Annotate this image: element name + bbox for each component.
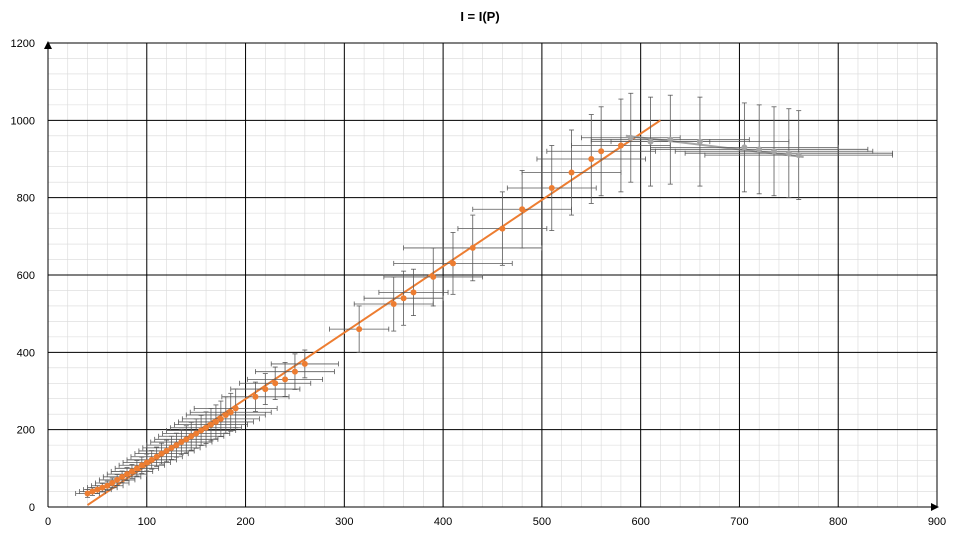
x-axis-arrow — [931, 503, 939, 511]
data-point-series-1 — [84, 490, 91, 497]
data-point-series-1 — [272, 380, 279, 387]
data-point-series-1 — [89, 488, 96, 495]
y-tick-label: 800 — [17, 193, 35, 205]
data-point-series-1 — [291, 368, 298, 375]
data-point-series-1 — [499, 225, 506, 232]
data-point-series-1 — [148, 456, 155, 463]
trendlines — [86, 119, 804, 506]
y-axis-arrow — [44, 41, 52, 49]
x-tick-label: 200 — [236, 516, 254, 528]
data-point-series-1 — [188, 433, 195, 440]
x-tick-label: 800 — [829, 516, 847, 528]
data-point-series-1 — [198, 427, 205, 434]
data-point-series-1 — [193, 430, 200, 437]
data-point-series-1 — [94, 486, 101, 493]
data-point-series-1 — [617, 142, 624, 149]
data-point-series-1 — [390, 301, 397, 307]
y-tick-label: 0 — [29, 502, 35, 514]
data-point-series-2 — [627, 134, 634, 141]
data-point-series-1 — [183, 436, 190, 443]
data-point-series-1 — [109, 480, 116, 487]
tick-labels: 0 100 200 300 400 500 600 700 800 900 0 200 400 600 80… — [11, 38, 947, 528]
data-point-series-1 — [173, 442, 180, 449]
y-tick-label: 1200 — [11, 38, 35, 50]
data-point-series-1 — [207, 421, 214, 428]
x-tick-label: 100 — [138, 516, 156, 528]
x-tick-label: 900 — [928, 516, 946, 528]
data-point-series-2 — [741, 144, 748, 151]
data-point-series-1 — [449, 260, 456, 267]
y-tick-label: 600 — [17, 270, 35, 282]
x-tick-label: 500 — [533, 516, 551, 528]
data-point-series-1 — [203, 424, 210, 431]
data-point-series-1 — [217, 415, 224, 422]
data-point-series-2 — [756, 146, 763, 153]
data-point-series-1 — [99, 484, 106, 491]
data-point-series-1 — [568, 169, 575, 176]
data-point-series-2 — [647, 138, 654, 145]
data-point-series-2 — [785, 150, 792, 157]
data-point-series-1 — [262, 386, 269, 393]
data-point-series-1 — [598, 148, 605, 155]
data-point-series-1 — [153, 453, 160, 460]
data-point-series-1 — [124, 471, 131, 478]
y-tick-label: 1000 — [11, 115, 35, 127]
x-tick-label: 400 — [434, 516, 452, 528]
data-points — [84, 134, 802, 497]
x-tick-label: 300 — [335, 516, 353, 528]
data-point-series-2 — [771, 148, 778, 155]
data-point-series-1 — [356, 326, 363, 333]
data-point-series-1 — [410, 289, 417, 296]
data-point-series-1 — [252, 393, 259, 400]
data-point-series-1 — [430, 273, 437, 280]
data-point-series-1 — [168, 444, 175, 451]
data-point-series-1 — [212, 418, 219, 425]
y-tick-label: 200 — [17, 425, 35, 437]
x-tick-label: 600 — [631, 516, 649, 528]
data-point-series-1 — [133, 465, 140, 472]
data-point-series-2 — [667, 136, 674, 143]
data-point-series-1 — [519, 206, 526, 213]
x-tick-label: 0 — [45, 516, 51, 528]
y-tick-label: 400 — [17, 347, 35, 359]
data-point-series-1 — [128, 468, 135, 475]
data-point-series-1 — [469, 244, 476, 251]
data-point-series-1 — [138, 462, 145, 469]
x-tick-label: 700 — [730, 516, 748, 528]
axes — [44, 41, 939, 511]
data-point-series-1 — [163, 447, 170, 454]
data-point-series-2 — [696, 138, 703, 145]
data-point-series-1 — [119, 473, 126, 480]
data-point-series-1 — [232, 405, 239, 412]
data-point-series-1 — [548, 185, 555, 191]
data-point-series-1 — [104, 482, 111, 489]
chart-title: I = I(P) — [460, 9, 500, 24]
data-point-series-1 — [282, 376, 289, 383]
data-point-series-1 — [400, 295, 407, 302]
data-point-series-1 — [222, 411, 229, 418]
data-point-series-1 — [158, 450, 165, 457]
data-point-series-1 — [588, 156, 595, 162]
data-point-series-1 — [227, 409, 234, 416]
data-point-series-1 — [301, 360, 308, 367]
data-point-series-1 — [143, 459, 150, 466]
data-point-series-2 — [795, 152, 802, 159]
data-point-series-1 — [178, 439, 185, 446]
data-point-series-1 — [114, 476, 121, 483]
major-gridlines — [48, 42, 938, 507]
trendline-2 — [625, 134, 804, 159]
